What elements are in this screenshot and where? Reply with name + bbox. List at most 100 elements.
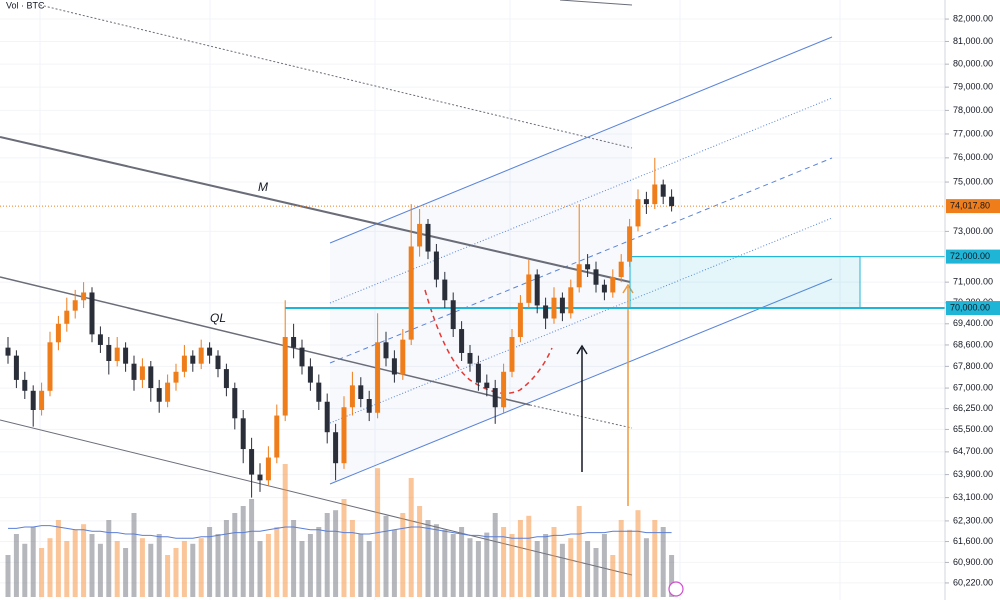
candle-body bbox=[568, 287, 574, 314]
candle-body bbox=[215, 355, 221, 370]
candle-body bbox=[400, 339, 406, 375]
volume-bar bbox=[190, 543, 196, 597]
candle-body bbox=[475, 363, 481, 383]
y-tick-label: 82,000.00 bbox=[953, 13, 993, 23]
candle-body bbox=[341, 407, 347, 464]
candle-body bbox=[257, 474, 263, 481]
y-tick-label: 62,300.00 bbox=[953, 515, 993, 525]
volume-bar bbox=[181, 541, 187, 597]
y-tick-label: 68,600.00 bbox=[953, 339, 993, 349]
volume-bar bbox=[585, 541, 591, 597]
axis-labels: 82,000.00 81,000.00 80,000.00 79,000.00 78,0… bbox=[945, 13, 1000, 587]
y-tick-label: 69,400.00 bbox=[953, 318, 993, 328]
candle-body bbox=[299, 347, 305, 367]
level-label: 72,000.00 bbox=[950, 251, 990, 261]
cup-curve bbox=[424, 289, 553, 395]
candle-body bbox=[433, 251, 439, 280]
volume-bar bbox=[576, 506, 582, 597]
candle-body bbox=[39, 390, 45, 411]
volume-bar bbox=[123, 548, 129, 597]
y-tick-label: 65,500.00 bbox=[953, 424, 993, 434]
candle-body bbox=[156, 388, 162, 402]
candle-body bbox=[30, 390, 36, 411]
volume-bar bbox=[593, 548, 599, 597]
candle-body bbox=[585, 264, 591, 270]
candle-body bbox=[13, 355, 19, 380]
volume-bar bbox=[274, 527, 280, 597]
volume-bar bbox=[635, 510, 641, 597]
candle-body bbox=[240, 418, 246, 450]
candle-body bbox=[181, 355, 187, 372]
y-tick-label: 79,000.00 bbox=[953, 82, 993, 92]
y-tick-label: 67,800.00 bbox=[953, 361, 993, 371]
candle-body bbox=[408, 246, 414, 340]
volume-ma bbox=[8, 525, 672, 539]
volume-bar bbox=[47, 538, 53, 597]
volume-bar bbox=[433, 524, 439, 597]
volume-bar bbox=[72, 529, 78, 597]
candle-body bbox=[459, 329, 465, 353]
candle-body bbox=[274, 415, 280, 458]
candle-body bbox=[148, 366, 154, 389]
candle-body bbox=[450, 300, 456, 330]
candle-body bbox=[543, 305, 549, 319]
last-price-label: 74,017.80 bbox=[950, 200, 990, 210]
candle-body bbox=[652, 184, 658, 205]
y-tick-label: 61,600.00 bbox=[953, 536, 993, 546]
candle-body bbox=[509, 336, 515, 372]
candle-body bbox=[307, 366, 313, 383]
volume-bar bbox=[173, 548, 179, 597]
volume-bar bbox=[610, 555, 616, 597]
volume-bar bbox=[30, 527, 36, 597]
candle-body bbox=[417, 223, 423, 247]
volume bbox=[5, 464, 675, 597]
volume-bar bbox=[618, 520, 624, 597]
volume-bar bbox=[534, 541, 540, 597]
y-tick-label: 77,000.00 bbox=[953, 128, 993, 138]
arrow-head bbox=[622, 283, 634, 294]
volume-bar bbox=[55, 520, 61, 597]
candle-body bbox=[173, 371, 179, 383]
candle-body bbox=[618, 261, 624, 278]
candle-body bbox=[526, 274, 532, 303]
candle-body bbox=[55, 323, 61, 343]
volume-bar bbox=[131, 513, 137, 597]
volume-bar bbox=[148, 543, 154, 597]
volume-bar bbox=[139, 538, 145, 597]
vertical-grid bbox=[39, 0, 841, 600]
volume-bar bbox=[89, 534, 95, 597]
candle-body bbox=[358, 385, 364, 400]
volume-bar bbox=[492, 513, 498, 597]
volume-bar bbox=[81, 524, 87, 597]
volume-bar bbox=[425, 520, 431, 597]
trend-line-top bbox=[559, 0, 633, 6]
volume-bar bbox=[358, 534, 364, 597]
volume-bar bbox=[223, 520, 229, 597]
volume-bar bbox=[13, 534, 19, 597]
y-tick-label: 80,000.00 bbox=[953, 59, 993, 69]
last-price-tag bbox=[946, 199, 1000, 214]
candle-body bbox=[265, 457, 271, 481]
candle-body bbox=[207, 347, 213, 356]
volume-bar bbox=[475, 541, 481, 597]
volume-bar bbox=[349, 520, 355, 597]
volume-bar bbox=[249, 499, 255, 597]
level-label: 70,000.00 bbox=[950, 302, 990, 312]
level-tag bbox=[946, 249, 1000, 264]
y-tick-label: 78,000.00 bbox=[953, 105, 993, 115]
volume-bar bbox=[39, 548, 45, 597]
volume-bar bbox=[408, 478, 414, 597]
candle-body bbox=[139, 366, 145, 380]
event-icon[interactable] bbox=[668, 581, 684, 597]
trend-line-ql bbox=[0, 276, 531, 406]
volume-bar bbox=[341, 499, 347, 597]
volume-bar bbox=[240, 506, 246, 597]
volume-bar bbox=[97, 543, 103, 597]
candle-body bbox=[660, 184, 666, 197]
annotation: QL bbox=[210, 311, 226, 325]
volume-bar bbox=[291, 520, 297, 597]
candle-body bbox=[501, 371, 507, 408]
y-tick-label: 60,900.00 bbox=[953, 557, 993, 567]
candle-body bbox=[249, 449, 255, 475]
y-tick-label: 73,000.00 bbox=[953, 226, 993, 236]
